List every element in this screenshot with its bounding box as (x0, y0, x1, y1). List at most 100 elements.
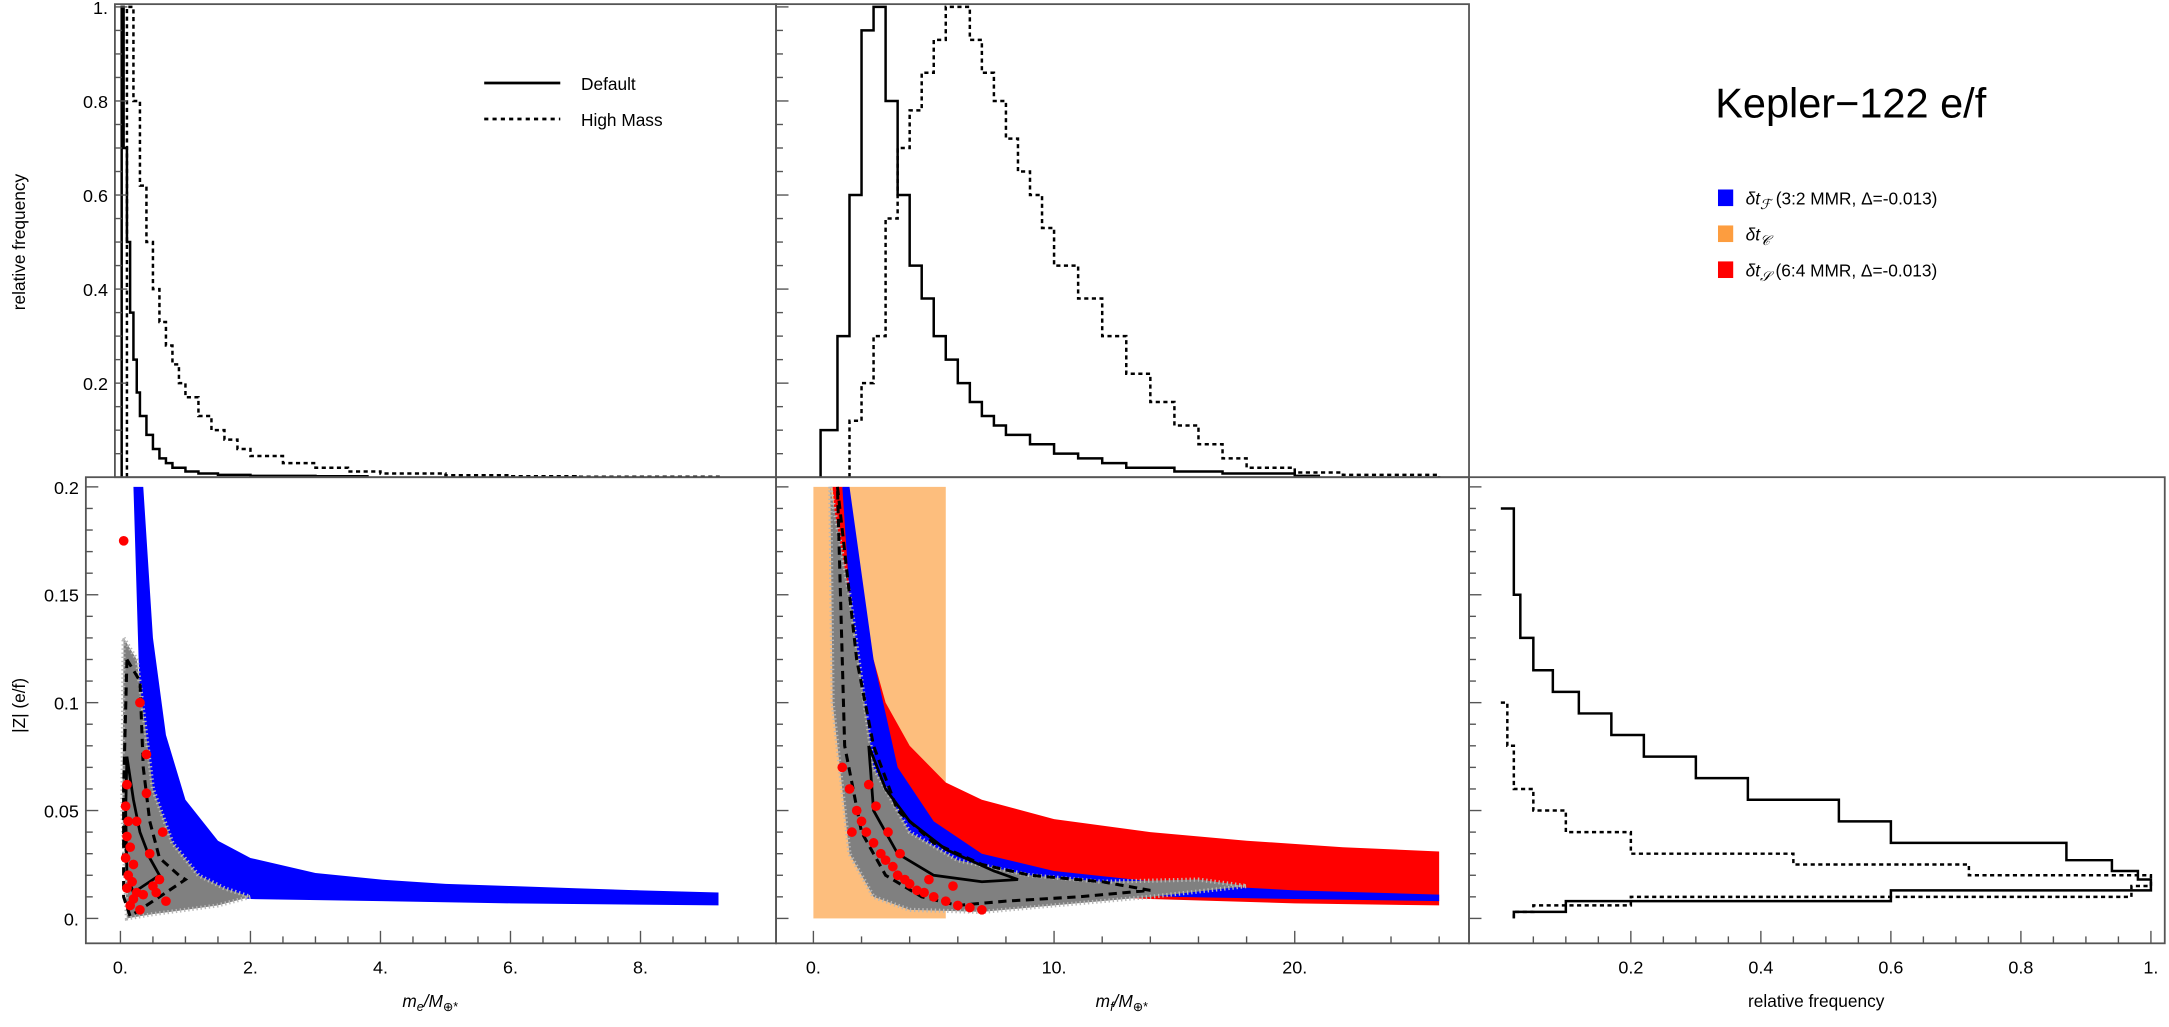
legend-swatch (1717, 225, 1734, 243)
y-top-tick-label: 0.2 (83, 374, 108, 394)
red-point (122, 831, 132, 842)
red-point (919, 887, 929, 898)
red-point (125, 842, 136, 853)
red-point (928, 892, 939, 902)
red-point (161, 896, 171, 907)
red-point (880, 855, 891, 866)
top-left-hist-default (120, 5, 369, 478)
red-point (892, 870, 903, 881)
red-point (863, 779, 874, 790)
red-point (120, 853, 131, 863)
x-f-tick-label: 0. (806, 958, 821, 978)
legend-swatch (1717, 261, 1734, 279)
red-point (952, 900, 963, 911)
top-middle-hist-default (819, 5, 1321, 478)
legend-item: δt𝒮 (6:4 MMR, Δ=-0.013) (1746, 261, 1938, 284)
x-e-tick-label: 6. (503, 958, 518, 978)
red-point (887, 861, 898, 872)
x-right-tick-label: 1. (2143, 958, 2158, 978)
red-point (157, 827, 168, 837)
x-e-tick-label: 4. (373, 958, 388, 978)
frame-top-left (114, 3, 777, 479)
y-top-tick-label: 0.8 (83, 92, 108, 112)
frame-top-middle (775, 3, 1470, 479)
red-point (856, 816, 867, 827)
red-band-6-4-mmr (832, 486, 1440, 906)
red-point (120, 801, 131, 812)
contour-default (867, 745, 1019, 884)
red-point (837, 762, 848, 773)
legend-item: δtℱ (3:2 MMR, Δ=-0.013) (1746, 189, 1938, 212)
y-bottom-tick-label: 0.05 (44, 801, 79, 821)
x-f-tick-label: 10. (1042, 958, 1067, 978)
x-e-tick-label: 0. (113, 958, 128, 978)
red-point (118, 535, 129, 546)
x-right-tick-label: 0.2 (1618, 958, 1643, 978)
bottom-right-hist-default (1500, 507, 2153, 919)
y-top-tick-label: 0.6 (83, 186, 108, 206)
red-point (141, 749, 152, 760)
x-right-tick-label: 0.6 (1878, 958, 1903, 978)
frame-bottom-right (1468, 476, 2166, 945)
xlabel-e: me/M⊕* (402, 991, 458, 1014)
red-point (135, 697, 145, 708)
legend: δtℱ (3:2 MMR, Δ=-0.013) δt𝒞 δt𝒮 (6:4 MMR, … (1717, 189, 1938, 284)
y-top-tick-label: 0.4 (83, 280, 108, 300)
contour-high-mass (835, 486, 1151, 907)
red-point (141, 788, 152, 799)
simulation-cloud (828, 486, 1247, 914)
legend-swatch (1717, 189, 1734, 207)
red-point (154, 874, 165, 885)
red-point (138, 889, 149, 900)
hist-legend: Default High Mass (484, 74, 663, 130)
bottom-ylabel: |Z| (e/f) (9, 678, 29, 733)
red-point (895, 848, 905, 859)
x-e-tick-label: 8. (633, 958, 648, 978)
simulation-cloud (120, 630, 258, 921)
contour-high-mass (122, 658, 189, 919)
y-bottom-tick-label: 0.2 (54, 478, 79, 498)
bottom-right-hist-high-mass (1500, 701, 2153, 919)
y-bottom-tick-label: 0. (64, 909, 79, 929)
y-bottom-tick-label: 0.1 (54, 694, 79, 714)
red-point (151, 887, 162, 898)
red-point (135, 904, 145, 915)
red-point (940, 896, 951, 907)
xlabel-f: mf/M⊕* (1096, 991, 1148, 1014)
x-f-tick-label: 20. (1282, 958, 1307, 978)
red-point (131, 816, 142, 827)
legend-item: δt𝒞 (1746, 225, 1774, 248)
x-e-tick-label: 2. (243, 958, 258, 978)
red-point (847, 827, 857, 837)
x-right-tick-label: 0.4 (1748, 958, 1773, 978)
figure-title: Kepler−122 e/f (1715, 80, 1986, 127)
top-left-ylabel: relative frequency (9, 174, 29, 311)
blue-band-3-2-mmr (133, 486, 719, 906)
red-point (868, 838, 879, 848)
red-point (122, 779, 132, 790)
red-point (123, 816, 134, 827)
red-point (851, 805, 862, 816)
red-point (871, 801, 881, 812)
hist-legend-default: Default (581, 74, 636, 94)
red-point (122, 883, 132, 894)
contour-default (124, 756, 162, 895)
top-middle-hist-high-mass (848, 5, 1441, 478)
x-right-tick-label: 0.8 (2008, 958, 2033, 978)
red-point (128, 859, 139, 870)
red-point (844, 784, 855, 794)
red-point (904, 879, 915, 889)
red-point (127, 876, 137, 887)
red-point (964, 902, 975, 913)
red-point (977, 904, 987, 915)
right-xlabel: relative frequency (1748, 991, 1885, 1011)
red-point (948, 881, 958, 891)
hist-legend-high-mass: High Mass (581, 110, 663, 130)
red-point (125, 900, 136, 911)
red-point (861, 827, 872, 837)
red-point (924, 874, 934, 885)
y-top-tick-label: 1. (93, 0, 108, 18)
red-point (144, 848, 155, 859)
red-point (883, 827, 893, 837)
